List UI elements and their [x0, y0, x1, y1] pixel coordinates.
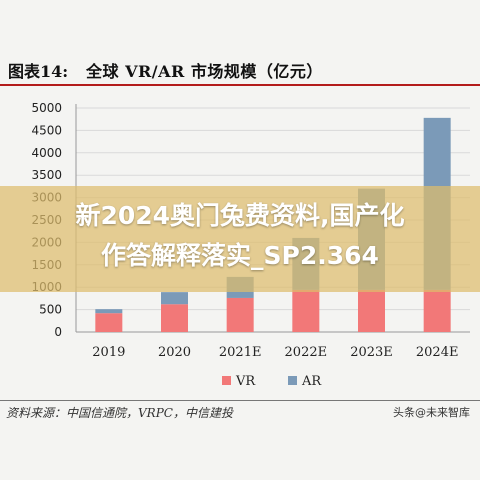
y-tick-label: 5000 — [31, 101, 62, 115]
legend-label-ar: AR — [301, 374, 322, 389]
bar-vr-2021e — [226, 297, 254, 332]
y-tick-label: 3500 — [31, 168, 62, 182]
x-tick-label: 2019 — [92, 345, 125, 360]
x-tick-label: 2020 — [158, 345, 191, 360]
source-divider — [0, 400, 480, 401]
legend-label-vr: VR — [235, 374, 256, 389]
x-tick-label: 2022E — [285, 345, 328, 360]
bar-ar-2020 — [161, 292, 188, 305]
bar-vr-2022e — [292, 289, 320, 332]
legend-swatch-vr — [222, 376, 231, 385]
bar-vr-2020 — [161, 304, 188, 332]
bar-vr-2023e — [358, 289, 385, 332]
bar-ar-2019 — [95, 309, 123, 314]
x-tick-label: 2023E — [350, 345, 393, 360]
bar-vr-2024e — [423, 289, 451, 332]
chart-title: 全球 VR/AR 市场规模（亿元） — [86, 62, 323, 81]
x-tick-label: 2021E — [219, 345, 262, 360]
overlay-banner — [0, 186, 480, 292]
y-tick-label: 0 — [54, 325, 62, 339]
y-tick-label: 4500 — [31, 123, 62, 137]
overlay-banner-text: 新2024奥门兔费资料,国产化 作答解释落实_SP2.364 — [0, 196, 480, 276]
source-note: 资料来源：中国信通院，VRPC，中信建投 — [6, 406, 233, 420]
legend-swatch-ar — [288, 376, 297, 385]
x-tick-label: 2024E — [416, 345, 459, 360]
bottom-band — [0, 432, 480, 480]
y-tick-label: 4000 — [31, 146, 62, 160]
bar-vr-2019 — [95, 313, 123, 332]
top-band — [0, 0, 480, 44]
overlay-line-2: 作答解释落实_SP2.364 — [101, 241, 379, 270]
watermark: 头条@未来智库 — [393, 406, 470, 419]
overlay-line-1: 新2024奥门兔费资料,国产化 — [75, 201, 405, 230]
figure-label: 图表14: — [8, 62, 69, 81]
y-tick-label: 500 — [39, 303, 62, 317]
title-divider — [0, 84, 480, 86]
